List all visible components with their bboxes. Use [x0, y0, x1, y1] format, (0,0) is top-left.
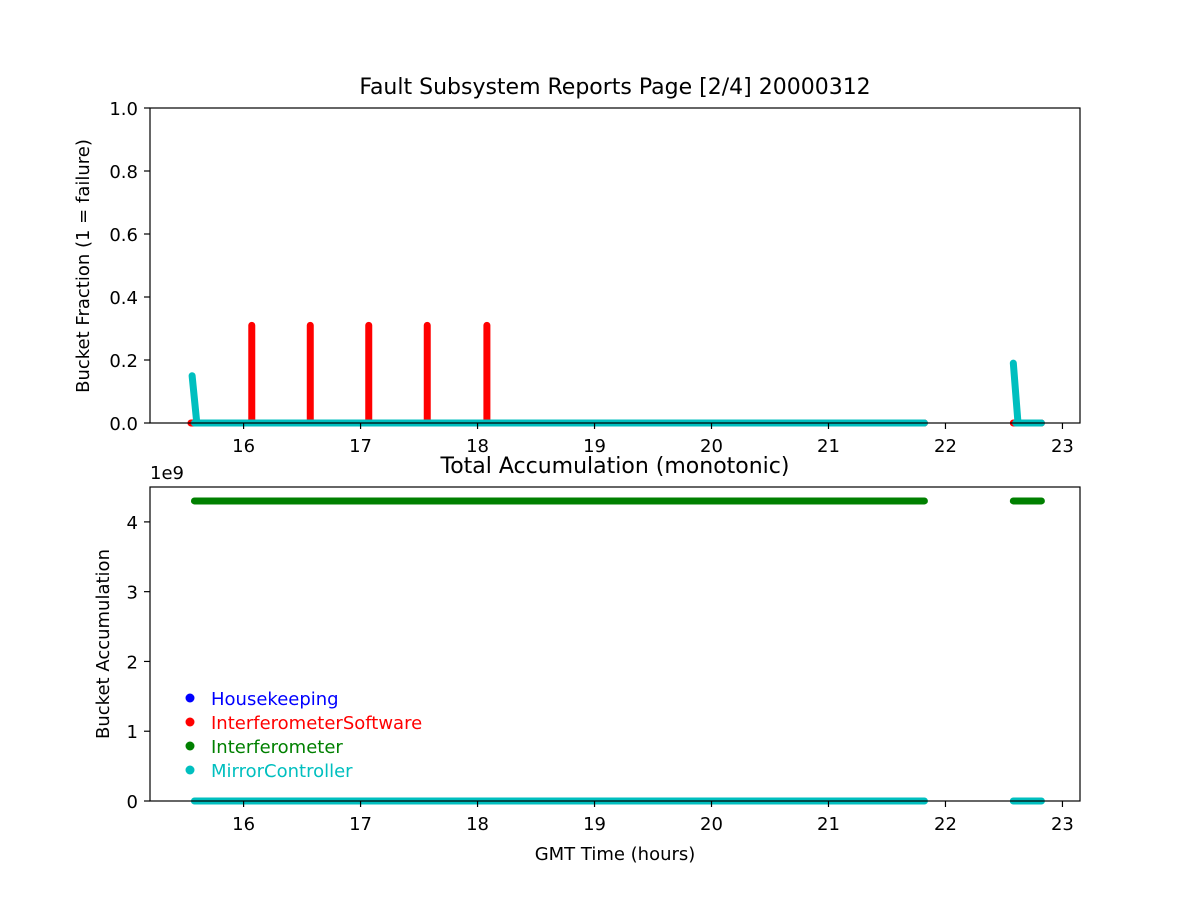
series-MirrorController: [188, 359, 1045, 427]
x-tick-label: 17: [349, 436, 372, 457]
legend-marker: [185, 741, 195, 751]
legend-marker: [185, 765, 195, 775]
chart-title: Fault Subsystem Reports Page [2/4] 20000…: [359, 75, 870, 100]
series-InterferometerSoftware: [187, 321, 1045, 427]
legend-marker: [185, 693, 195, 703]
x-tick-label: 19: [583, 436, 606, 457]
y-tick-label: 0.6: [109, 225, 138, 246]
fault-fraction-chart: Fault Subsystem Reports Page [2/4] 20000…: [73, 75, 1081, 457]
plot-frame: [149, 107, 1081, 424]
x-tick-label: 20: [700, 814, 723, 835]
chart-title: Total Accumulation (monotonic): [440, 454, 790, 479]
y-tick-label: 1.0: [109, 99, 138, 120]
x-tick-label: 22: [934, 814, 957, 835]
series-mark: [1009, 359, 1022, 427]
x-tick-label: 21: [817, 436, 840, 457]
legend: Housekeeping InterferometerSoftware Interf…: [185, 689, 422, 782]
legend-label: Housekeeping: [211, 689, 339, 710]
x-tick-label: 21: [817, 814, 840, 835]
y-tick-label: 1: [127, 722, 138, 743]
y-offset-label: 1e9: [150, 463, 184, 484]
plot-marks: [187, 321, 1045, 427]
x-axis-label: GMT Time (hours): [535, 844, 696, 865]
y-tick-label: 2: [127, 652, 138, 673]
x-tick-label: 17: [349, 814, 372, 835]
y-tick-label: 4: [127, 513, 138, 534]
y-tick-label: 3: [127, 583, 138, 604]
y-tick-label: 0.4: [109, 288, 138, 309]
x-tick-label: 23: [1051, 436, 1074, 457]
legend-label: MirrorController: [211, 761, 353, 782]
y-tick-label: 0.0: [109, 414, 138, 435]
plot-frame: [149, 486, 1081, 802]
legend-label: InterferometerSoftware: [211, 713, 422, 734]
legend-marker: [185, 717, 195, 727]
y-axis-label: Bucket Fraction (1 = failure): [73, 139, 94, 393]
series-mark: [188, 372, 201, 427]
y-tick-label: 0.8: [109, 162, 138, 183]
x-tick-label: 22: [934, 436, 957, 457]
x-tick-label: 18: [466, 436, 489, 457]
x-tick-label: 16: [232, 814, 255, 835]
y-tick-label: 0: [127, 792, 138, 813]
x-tick-label: 16: [232, 436, 255, 457]
x-tick-label: 20: [700, 436, 723, 457]
y-axis-label: Bucket Accumulation: [93, 549, 114, 739]
total-accumulation-chart: Total Accumulation (monotonic) 1e9 Bucke…: [93, 454, 1081, 865]
x-tick-label: 23: [1051, 814, 1074, 835]
axes: 16 17 18 19 20 21 22 23 0.0 0.2 0.4 0.6 0.8 1.0: [109, 99, 1081, 457]
legend-label: Interferometer: [211, 737, 343, 758]
x-tick-label: 18: [466, 814, 489, 835]
x-tick-label: 19: [583, 814, 606, 835]
y-tick-label: 0.2: [109, 351, 138, 372]
